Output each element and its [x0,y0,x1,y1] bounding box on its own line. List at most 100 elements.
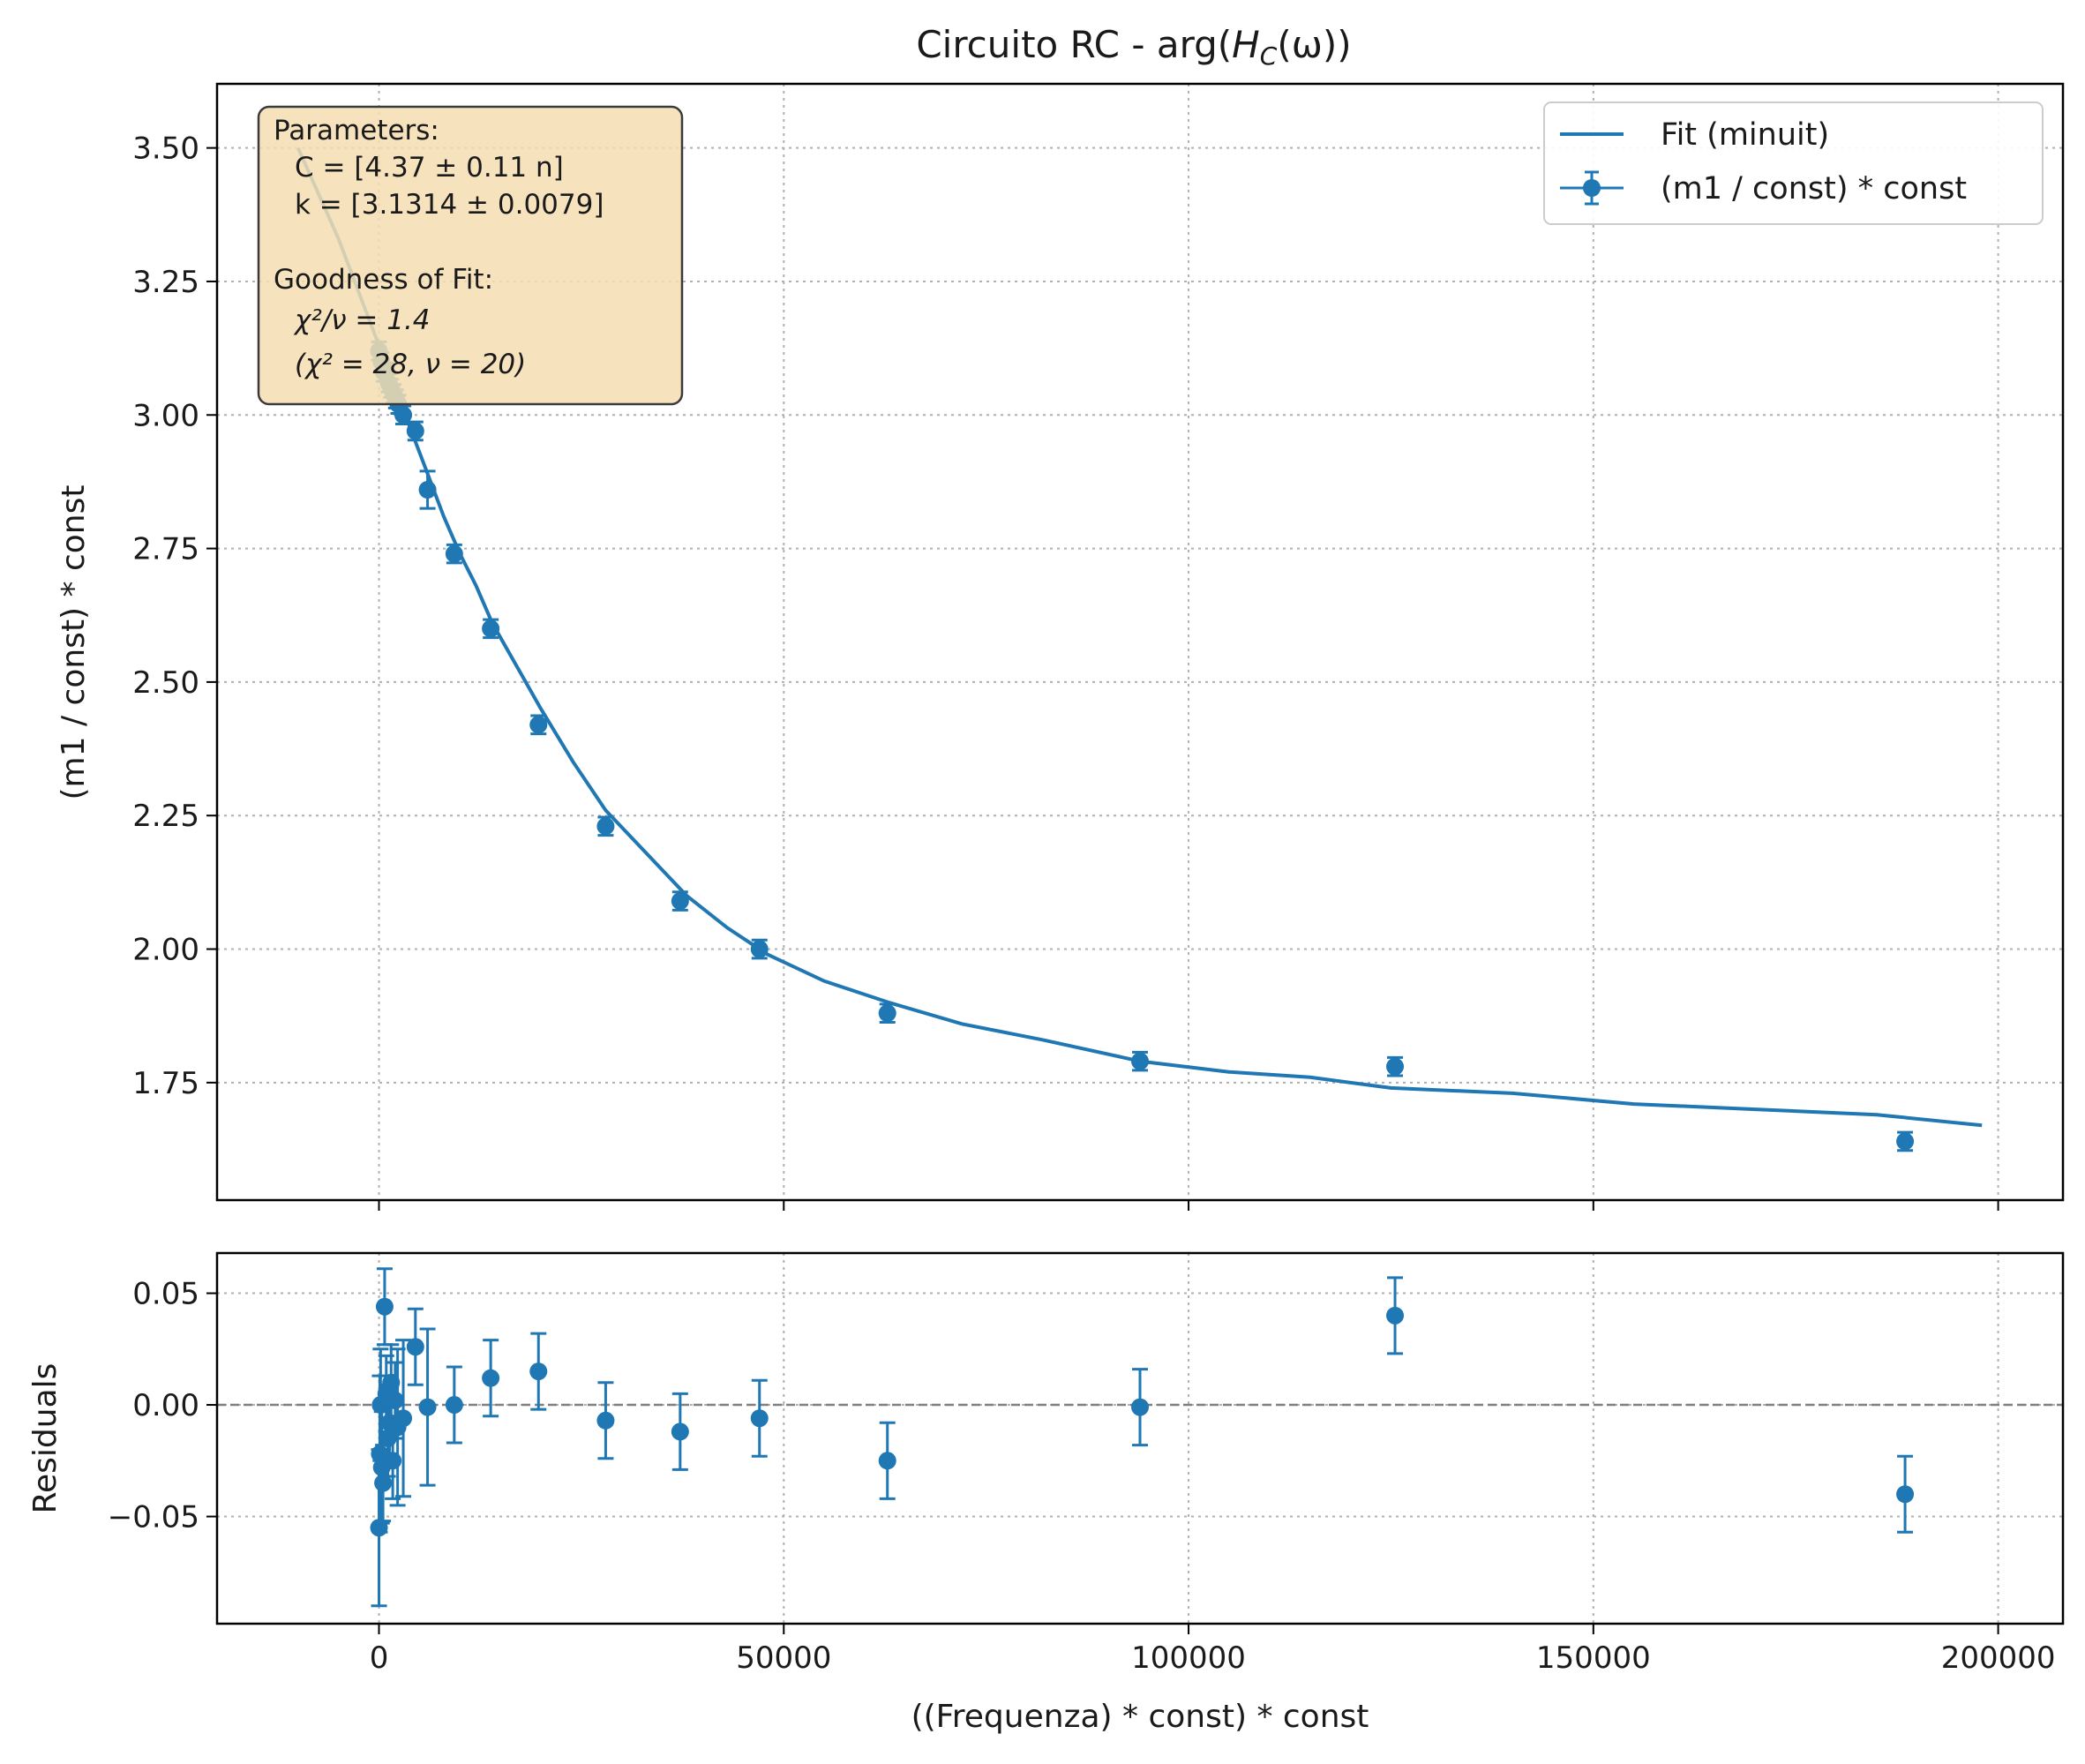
legend-data-swatch [1560,170,1624,206]
parameter-c: C = [4.37 ± 0.11 n] [295,152,564,184]
data-point [878,1421,896,1500]
data-marker [445,544,463,563]
data-marker [750,940,769,958]
data-marker [406,1338,424,1356]
x-tick-label: 200000 [1941,1640,2056,1676]
data-point [1896,1130,1915,1152]
data-marker [1386,1057,1405,1076]
data-marker [750,1409,769,1428]
y-tick-label: 2.50 [132,665,199,701]
data-point [671,1392,689,1471]
data-point [418,469,437,510]
data-marker [529,1362,548,1381]
data-marker [529,716,548,734]
y-tick-label: 1.75 [132,1066,199,1101]
chi-squared-values: (χ² = 28, ν = 20) [295,349,526,380]
data-marker [1896,1132,1915,1151]
data-point [1386,1055,1405,1077]
y-tick-label: 2.00 [132,933,199,968]
main-plot-frame [215,82,2065,1202]
fit-parameters-box: Parameters: C = [4.37 ± 0.11 n] k = [3.1… [257,105,684,406]
legend-fit-label: Fit (minuit) [1661,117,1829,153]
data-point [596,815,615,837]
y-tick-label: 3.50 [132,131,199,167]
data-point [750,938,769,960]
data-point [529,714,548,736]
data-marker [878,1004,896,1023]
x-axis-label: ((Frequenza) * const) * const [911,1699,1369,1735]
main-plot-panel: 1.75 2.00 2.25 2.50 2.75 3.00 3.25 3.50 (m1 / c… [56,82,2065,1211]
x-tick-label: 50000 [736,1640,831,1676]
data-marker [596,817,615,836]
data-point [1896,1454,1915,1534]
y-tick-label: 0.05 [132,1277,199,1312]
residuals-plot-frame [215,1251,2065,1625]
title-suffix: (ω)) [1277,23,1351,66]
data-marker [482,619,500,638]
y-tick-label: 0.00 [132,1388,199,1423]
data-point [1386,1276,1405,1355]
fit-parameters-background [257,105,684,406]
residuals-data-marks [217,1267,2063,1608]
x-tick-label: 150000 [1536,1640,1651,1676]
x-tick-label: 0 [370,1640,389,1676]
main-y-axis-label: (m1 / const) * const [56,485,92,800]
data-marker [1386,1306,1405,1325]
data-marker [386,1391,404,1409]
main-axis-ticks: 1.75 2.00 2.25 2.50 2.75 3.00 3.25 3.50 [132,131,1999,1211]
data-point [394,404,413,426]
residuals-y-axis-label: Residuals [27,1363,64,1514]
data-marker [406,422,424,440]
data-point [1131,1368,1149,1447]
residuals-plot-panel: 0 50000 100000 150000 200000 −0.05 0.00 0.05 Re… [27,1251,2065,1735]
data-point [596,1381,615,1460]
data-marker [1896,1485,1915,1504]
data-point [750,1378,769,1458]
data-marker [671,1422,689,1441]
data-point [394,1339,413,1498]
data-marker [1131,1398,1149,1416]
data-marker [878,1452,896,1470]
title-subscript: C [1260,41,1278,71]
data-point [445,543,463,565]
legend: Fit (minuit) (m1 / const) * const [1543,101,2044,225]
data-point [482,618,500,640]
x-tick-label: 100000 [1131,1640,1246,1676]
data-marker [671,892,689,911]
data-point [671,890,689,912]
data-point [878,1002,896,1024]
parameters-heading: Parameters: [274,115,439,146]
data-point [482,1339,500,1418]
data-marker [394,1409,413,1428]
parameter-k: k = [3.1314 ± 0.0079] [295,189,604,221]
y-tick-label: 2.75 [132,532,199,567]
data-marker [482,1369,500,1387]
data-point [406,420,424,442]
data-marker [596,1411,615,1430]
y-tick-label: 3.00 [132,398,199,433]
data-point [418,1327,437,1487]
data-marker [394,406,413,424]
legend-data-label: (m1 / const) * const [1661,171,1967,206]
data-point [374,1444,393,1523]
data-point [1131,1050,1149,1072]
y-tick-label: 2.25 [132,799,199,834]
legend-frame [1543,101,2044,225]
data-point [375,1267,394,1347]
chi-squared-ratio: χ²/ν = 1.4 [293,304,431,336]
data-point [445,1365,463,1445]
data-point [386,1361,404,1440]
data-marker [375,1297,394,1316]
chart-title: Circuito RC - arg(HC(ω)) [916,23,1351,71]
residuals-axis-ticks: 0 50000 100000 150000 200000 −0.05 0.00 0.05 [108,1277,2056,1676]
data-marker [374,1474,393,1492]
data-marker [418,1398,437,1416]
goodness-of-fit-heading: Goodness of Fit: [274,264,493,296]
title-prefix: Circuito RC - arg( [916,23,1232,66]
title-math: H [1232,23,1260,66]
data-point [529,1332,548,1411]
data-marker [1131,1052,1149,1070]
data-marker [445,1396,463,1415]
y-tick-label: −0.05 [108,1500,199,1535]
